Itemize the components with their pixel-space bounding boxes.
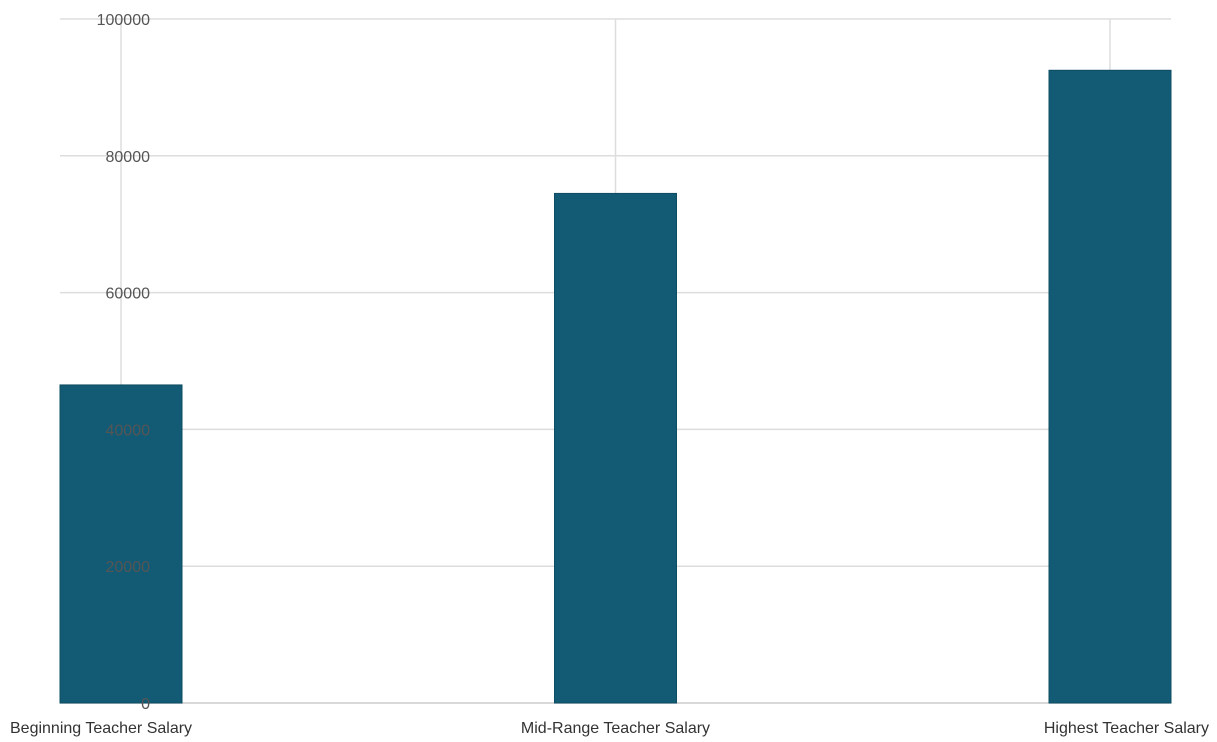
bar-highest-teacher-salary [1048, 69, 1172, 704]
x-axis-labels: Beginning Teacher Salary Mid-Range Teache… [10, 720, 1209, 737]
x-tick-label: Mid-Range Teacher Salary [521, 720, 710, 737]
y-axis-ticks: 0 20000 40000 60000 80000 100000 [97, 12, 150, 713]
bar-beginning-teacher-salary [59, 384, 183, 704]
y-tick-label: 0 [141, 696, 150, 713]
bars [59, 69, 1172, 704]
y-tick-label: 40000 [106, 422, 151, 439]
x-tick-label: Highest Teacher Salary [1044, 720, 1209, 737]
bar-mid-range-teacher-salary [554, 192, 677, 704]
y-tick-label: 20000 [106, 559, 151, 576]
y-tick-label: 80000 [106, 149, 151, 166]
x-tick-label: Beginning Teacher Salary [10, 720, 192, 737]
y-tick-label: 100000 [97, 12, 150, 29]
y-tick-label: 60000 [106, 286, 151, 303]
